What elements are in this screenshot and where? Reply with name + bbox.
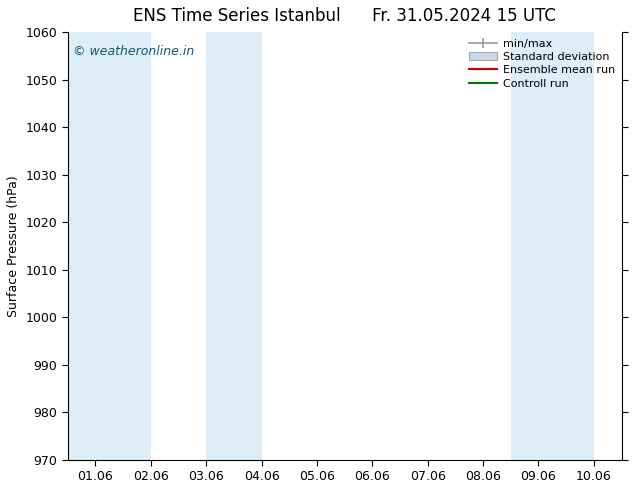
Y-axis label: Surface Pressure (hPa): Surface Pressure (hPa) (7, 175, 20, 317)
Text: © weatheronline.in: © weatheronline.in (74, 45, 195, 58)
Legend: min/max, Standard deviation, Ensemble mean run, Controll run: min/max, Standard deviation, Ensemble me… (465, 34, 619, 93)
Bar (511, 32, 594, 460)
Bar (206, 32, 262, 460)
Title: ENS Time Series Istanbul      Fr. 31.05.2024 15 UTC: ENS Time Series Istanbul Fr. 31.05.2024 … (133, 7, 556, 25)
Bar (68, 32, 151, 460)
